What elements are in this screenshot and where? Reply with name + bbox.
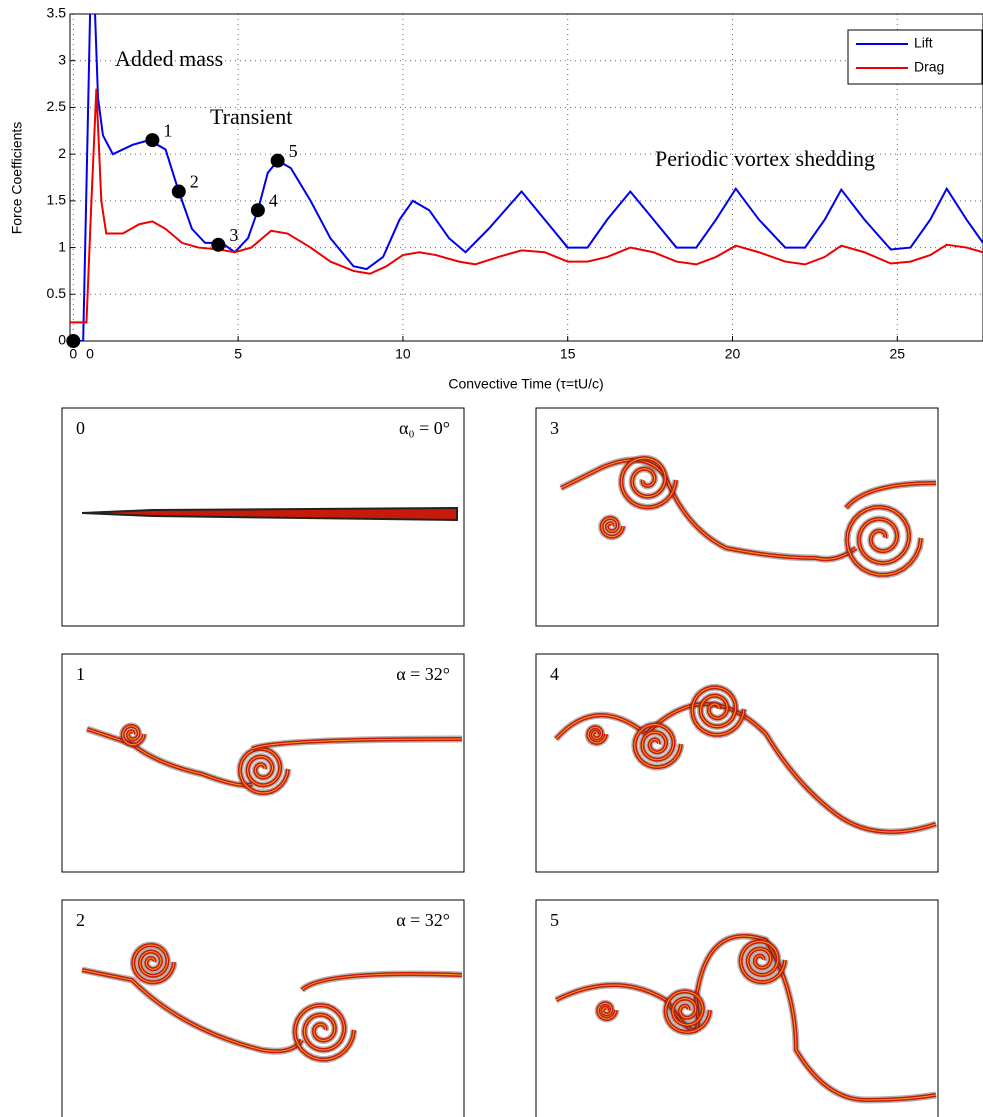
plot-frame xyxy=(69,13,983,342)
vortex-core xyxy=(555,935,937,1101)
vortex-core xyxy=(86,728,253,786)
annotation: Added mass xyxy=(115,46,223,71)
panel-label: 2 xyxy=(76,910,85,930)
panel-angle: α = 32° xyxy=(396,664,450,684)
x-tick-label: 10 xyxy=(395,346,411,362)
marker-label: 3 xyxy=(229,225,238,245)
line-series xyxy=(70,88,983,324)
vortex-core xyxy=(597,1002,617,1020)
x-tick-label: 15 xyxy=(560,346,576,362)
marker-label: 4 xyxy=(269,190,278,210)
panel-label: 0 xyxy=(76,418,85,438)
panel-frame xyxy=(61,899,465,1117)
vortex-core xyxy=(560,459,857,560)
vortex-core xyxy=(587,726,607,744)
plate-wake xyxy=(81,506,458,522)
y-tick-label: 2 xyxy=(58,145,66,161)
y-tick-label: 2.5 xyxy=(47,98,67,114)
vortex-core xyxy=(294,1004,355,1061)
vortex-core xyxy=(846,506,922,576)
vortex-core xyxy=(601,517,624,538)
panel-frame xyxy=(535,653,939,873)
y-tick-label: 0.5 xyxy=(47,285,67,301)
marker-label: 5 xyxy=(289,141,298,161)
legend-label: Drag xyxy=(914,59,944,75)
vortex-core xyxy=(301,973,463,991)
marker-label: 2 xyxy=(190,172,199,192)
x-tick-label: 5 xyxy=(234,346,242,362)
panel: 0 α₀ = 0° xyxy=(61,407,465,627)
vortex-core xyxy=(740,940,786,983)
marker xyxy=(250,203,265,218)
marker xyxy=(145,133,160,148)
vortex-core xyxy=(239,748,289,794)
y-axis-label: Force Coefficients xyxy=(9,122,25,235)
y-tick-label: 1.5 xyxy=(47,192,67,208)
vortex-core xyxy=(620,457,677,508)
panel-label: 3 xyxy=(550,418,559,438)
x-tick-label: 20 xyxy=(725,346,741,362)
vortex-core xyxy=(251,738,463,750)
panel: 4 xyxy=(535,653,939,873)
panel-label: 1 xyxy=(76,664,85,684)
vortex-core xyxy=(81,969,303,1052)
vortex-core xyxy=(122,725,145,746)
legend-box xyxy=(847,29,983,85)
x-tick-label: 25 xyxy=(890,346,906,362)
y-tick-label: 0 xyxy=(58,332,66,348)
vortex-core xyxy=(665,990,711,1033)
panel-label: 5 xyxy=(550,910,559,930)
vortex-core xyxy=(634,724,682,768)
vortex-core xyxy=(132,944,175,983)
annotation: Periodic vortex shedding xyxy=(655,146,875,171)
panel-label: 4 xyxy=(550,664,559,684)
y-tick-label: 1 xyxy=(58,238,66,254)
marker xyxy=(171,184,186,199)
marker xyxy=(66,334,81,348)
vortex-core xyxy=(555,703,937,833)
panel: 3 xyxy=(535,407,939,627)
y-tick-label: 3 xyxy=(58,51,66,67)
marker xyxy=(211,237,226,252)
x-tick-label: 0 xyxy=(86,346,94,362)
panel-frame xyxy=(535,407,939,627)
marker-label: 1 xyxy=(163,120,172,140)
panel: 1 α = 32° xyxy=(61,653,465,873)
y-tick-label: 3.5 xyxy=(47,5,67,21)
marker xyxy=(270,153,285,168)
x-tick-label: 0 xyxy=(69,346,77,362)
panel: 5 xyxy=(535,899,939,1117)
vortex-core xyxy=(691,686,745,736)
legend-label: Lift xyxy=(914,35,933,51)
x-axis-label: Convective Time (τ=tU/c) xyxy=(448,376,603,392)
panel-angle: α₀ = 0° xyxy=(399,418,450,438)
annotation: Transient xyxy=(210,104,292,129)
panel: 2 α = 32° xyxy=(61,899,465,1117)
panel-angle: α = 32° xyxy=(396,910,450,930)
vortex-core xyxy=(845,482,937,509)
